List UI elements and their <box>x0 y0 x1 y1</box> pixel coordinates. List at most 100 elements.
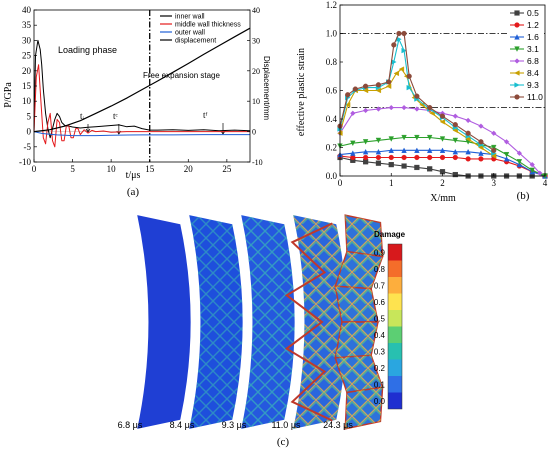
damage-crack-overlay <box>241 215 295 429</box>
panel-a-y2tick-label: 30 <box>252 36 260 45</box>
panel-b-data-point <box>452 127 458 134</box>
panel-a-ytick-label: 15 <box>22 81 32 91</box>
panel-b-data-point <box>439 154 446 161</box>
panel-b-data-point <box>478 156 484 162</box>
panel-b-data-point <box>393 70 399 77</box>
panel-b-data-point <box>396 30 402 37</box>
panel-a-ytick-label: 40 <box>22 5 32 15</box>
panel-b-data-point <box>426 147 433 153</box>
panel-b-data-point <box>406 73 412 79</box>
panel-b-data-point <box>401 134 407 141</box>
panel-b-data-point <box>375 137 382 144</box>
panel-b-xtick-label: 1 <box>389 178 394 188</box>
panel-b-series-3.1 <box>337 134 548 179</box>
panel-b-legend-label: 3.1 <box>527 44 539 54</box>
panel-b-data-point <box>452 148 459 155</box>
panel-b-data-point <box>406 84 413 91</box>
panel-b-data-point <box>478 150 484 156</box>
panel-a-y2tick-label: -10 <box>252 158 263 167</box>
panel-b-data-point <box>388 136 394 142</box>
panel-a-y2label: Displacement/mm <box>262 56 271 120</box>
panel-b-xtick-label: 2 <box>440 178 445 188</box>
panel-a-xtick-label: 5 <box>70 164 75 174</box>
damage-snapshot-0: 6.8 μs <box>118 215 191 430</box>
panel-b-data-point <box>452 122 458 128</box>
panel-a-y2tick-label: 0 <box>252 128 256 137</box>
panel-b-data-point <box>375 87 382 94</box>
panel-b-data-point <box>491 144 497 151</box>
panel-a-legend-label: middle wall thickness <box>175 22 241 29</box>
panel-a-annotation-free: Free expansion stage <box>143 71 220 80</box>
fracture-fragment-damage <box>335 286 378 322</box>
panel-b-xlabel: X/mm <box>430 193 456 204</box>
annotation-arrowhead <box>85 128 91 133</box>
panel-b-data-point <box>452 171 458 178</box>
panel-a-xlabel: t/μs <box>126 170 141 181</box>
panel-b-data-point <box>426 134 433 141</box>
panel-b-data-point <box>401 163 407 169</box>
colorbar-tick-label: 0.2 <box>374 364 386 373</box>
panel-b-xtick-label: 4 <box>543 178 548 188</box>
panel-a-xtick-label: 10 <box>107 164 117 174</box>
panel-b-ytick-label: 0.4 <box>326 114 338 124</box>
panel-a-ytick-label: 25 <box>22 51 32 61</box>
panel-b-data-point <box>514 22 520 28</box>
panel-b-ytick-label: 0.6 <box>326 86 338 96</box>
colorbar-step <box>388 293 402 310</box>
panel-b-data-point <box>427 166 433 172</box>
panel-b-chart: 0 1 2 3 4 0.0 0.2 0.4 0.6 0.8 1.0 1.2 0.5 1.2 1.6 3.1 6… <box>296 0 548 204</box>
panel-b-legend-label: 11.0 <box>527 92 543 102</box>
damage-ring-segment <box>137 215 191 429</box>
panel-a-xtick-label: 15 <box>145 164 155 174</box>
panel-b-ytick-label: 1.2 <box>326 0 337 10</box>
panel-a-ytick-label: 0 <box>27 127 32 137</box>
panel-b-ytick-label: 0.8 <box>326 57 338 67</box>
panel-b-data-point <box>514 46 520 52</box>
colorbar-step <box>388 244 402 261</box>
colorbar-tick-label: 0.6 <box>374 298 386 307</box>
panel-a-ytick-label: 30 <box>22 35 32 45</box>
panel-b-label: (b) <box>517 190 530 202</box>
panel-b-data-point <box>362 107 369 114</box>
panel-b-legend-label: 1.6 <box>527 32 539 42</box>
panel-b-data-point <box>478 139 484 145</box>
panel-a-annotation-tc: tᶜ <box>113 111 119 121</box>
panel-b-data-point <box>491 147 497 153</box>
panel-a-legend-label: outer wall <box>175 30 205 37</box>
panel-b-ytick-label: 1.0 <box>326 29 338 39</box>
panel-b-data-point <box>514 34 520 40</box>
panel-b-data-point <box>465 136 471 142</box>
colorbar-step <box>388 260 402 277</box>
panel-b-data-point <box>452 154 458 161</box>
panel-b-data-point <box>401 30 407 37</box>
colorbar-step <box>388 310 402 327</box>
panel-b-data-point <box>401 147 407 153</box>
panel-a-series-line-3 <box>33 27 251 133</box>
snapshot-time-label: 11.0 μs <box>271 420 301 430</box>
panel-a-legend-label: displacement <box>175 38 216 45</box>
panel-a-label: (a) <box>127 186 140 198</box>
panel-b-data-point <box>452 137 459 144</box>
panel-a-ytick-label: 20 <box>22 66 32 76</box>
colorbar-step <box>388 277 402 294</box>
damage-snapshot-1: 8.4 μs <box>170 215 243 430</box>
panel-b-series-11.0 <box>337 30 497 153</box>
colorbar-step <box>388 359 402 376</box>
panel-b-data-point <box>375 148 382 155</box>
damage-snapshot-2: 9.3 μs <box>222 215 295 430</box>
damage-crack-overlay <box>189 215 243 429</box>
panel-a-ytick-label: 35 <box>22 20 32 30</box>
panel-b-data-point <box>478 123 484 129</box>
panel-b-data-point <box>490 153 497 159</box>
panel-b-data-point <box>516 161 523 168</box>
panel-b-data-point <box>362 148 369 155</box>
panel-b-data-point <box>391 42 397 48</box>
panel-a-ylabel: P/GPa <box>3 82 14 108</box>
colorbar-step <box>388 376 402 393</box>
damage-colorbar: 0.9 0.8 0.7 0.6 0.5 0.4 0.3 0.2 0.1 0.0 <box>374 243 403 410</box>
panel-a-series <box>33 27 251 148</box>
panel-b-data-point <box>362 139 369 145</box>
panel-b-data-point <box>414 154 420 161</box>
panel-b-data-point <box>362 87 369 94</box>
